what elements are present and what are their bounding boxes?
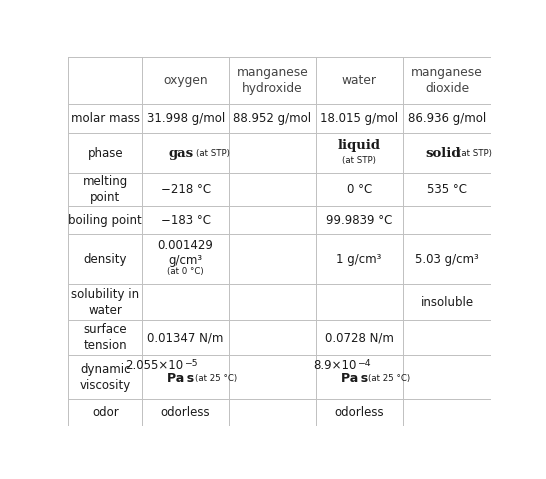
Text: 86.936 g/mol: 86.936 g/mol (408, 112, 486, 125)
Text: −183 °C: −183 °C (161, 214, 211, 227)
Text: phase: phase (87, 147, 123, 160)
Text: melting
point: melting point (82, 175, 128, 205)
Text: 535 °C: 535 °C (427, 183, 467, 196)
Text: 8.9×10: 8.9×10 (313, 359, 357, 372)
Text: odorless: odorless (161, 406, 211, 419)
Text: odorless: odorless (334, 406, 384, 419)
Text: 0.0728 N/m: 0.0728 N/m (325, 331, 394, 344)
Text: (at STP): (at STP) (458, 148, 491, 158)
Text: Pa s: Pa s (341, 372, 367, 385)
Text: dynamic
viscosity: dynamic viscosity (80, 363, 131, 391)
Text: gas: gas (169, 147, 194, 160)
Text: (at STP): (at STP) (196, 148, 230, 158)
Text: −4: −4 (357, 359, 371, 368)
Text: insoluble: insoluble (420, 296, 473, 308)
Text: solid: solid (425, 147, 460, 160)
Text: molar mass: molar mass (71, 112, 140, 125)
Text: odor: odor (92, 406, 118, 419)
Text: manganese
dioxide: manganese dioxide (411, 66, 483, 95)
Text: 5.03 g/cm³: 5.03 g/cm³ (415, 252, 479, 265)
Text: 31.998 g/mol: 31.998 g/mol (146, 112, 225, 125)
Text: 1 g/cm³: 1 g/cm³ (336, 252, 382, 265)
Text: manganese
hydroxide: manganese hydroxide (236, 66, 308, 95)
Text: (at 25 °C): (at 25 °C) (195, 374, 237, 383)
Text: 0.01347 N/m: 0.01347 N/m (147, 331, 224, 344)
Text: 0.001429
g/cm³: 0.001429 g/cm³ (158, 239, 213, 267)
Text: 88.952 g/mol: 88.952 g/mol (233, 112, 311, 125)
Text: solubility in
water: solubility in water (71, 287, 139, 317)
Text: −5: −5 (183, 359, 197, 368)
Text: density: density (84, 252, 127, 265)
Text: oxygen: oxygen (163, 74, 208, 87)
Text: liquid: liquid (337, 139, 381, 152)
Text: water: water (342, 74, 377, 87)
Text: (at STP): (at STP) (342, 156, 376, 165)
Text: (at 0 °C): (at 0 °C) (168, 267, 204, 275)
Text: 0 °C: 0 °C (347, 183, 372, 196)
Text: surface
tension: surface tension (84, 323, 127, 352)
Text: −218 °C: −218 °C (161, 183, 211, 196)
Text: Pa s: Pa s (167, 372, 194, 385)
Text: 99.9839 °C: 99.9839 °C (326, 214, 393, 227)
Text: (at 25 °C): (at 25 °C) (369, 374, 411, 383)
Text: boiling point: boiling point (68, 214, 142, 227)
Text: 2.055×10: 2.055×10 (126, 359, 183, 372)
Text: 18.015 g/mol: 18.015 g/mol (320, 112, 398, 125)
